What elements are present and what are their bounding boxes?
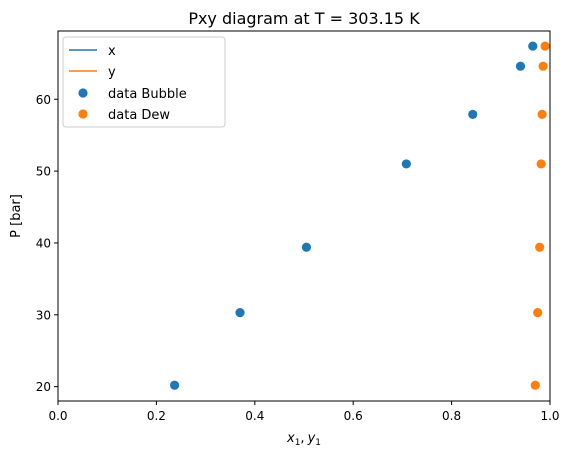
legend-dew-label: data Dew [108, 108, 170, 123]
legend-dew-marker [78, 109, 88, 119]
data-bubble-point-3 [401, 159, 411, 169]
data-bubble-point-0 [170, 380, 180, 390]
x-tick-label-2: 0.4 [245, 409, 264, 423]
y-axis-ticks: 20 30 40 50 60 [36, 93, 58, 394]
x-axis-ticks: 0.0 0.2 0.4 0.6 0.8 1.0 [48, 401, 560, 423]
x-tick-label-1: 0.2 [147, 409, 166, 423]
legend-bubble-label: data Bubble [108, 87, 187, 102]
plot-frame [57, 30, 551, 402]
data-dew-point-0 [530, 380, 540, 390]
legend-box [62, 36, 226, 128]
chart-title: Pxy diagram at T = 303.15 K [188, 9, 420, 28]
plot-area [170, 41, 550, 390]
y-tick-label-0: 20 [36, 380, 51, 394]
y-axis-label: P [bar] [9, 194, 24, 238]
data-dew-point-5 [538, 61, 548, 71]
data-dew-point-6 [540, 41, 550, 51]
y-tick-label-3: 50 [36, 165, 51, 179]
legend: x y data Bubble data Dew [62, 36, 226, 128]
data-bubble-point-4 [468, 109, 478, 119]
x-tick-label-3: 0.6 [344, 409, 363, 423]
legend-y-label: y [108, 65, 116, 80]
y-tick-label-1: 30 [36, 308, 51, 322]
data-bubble-point-6 [528, 41, 538, 51]
data-bubble-point-5 [515, 61, 526, 71]
data-dew-point-3 [536, 159, 546, 169]
data-bubble-point-1 [235, 308, 245, 318]
y-tick-label-2: 40 [36, 236, 51, 250]
y-tick-label-4: 60 [36, 93, 51, 107]
legend-bubble-marker [78, 88, 88, 98]
data-dew-point-4 [537, 109, 547, 119]
legend-x-label: x [108, 44, 116, 59]
x-tick-label-4: 0.8 [442, 409, 461, 423]
data-bubble-point-2 [301, 242, 312, 252]
x-tick-label-5: 1.0 [540, 409, 559, 423]
data-dew-point-1 [533, 308, 543, 318]
x-axis-label: x1, y1 [286, 431, 321, 448]
data-dew-point-2 [535, 242, 545, 252]
x-tick-label-0: 0.0 [48, 409, 67, 423]
